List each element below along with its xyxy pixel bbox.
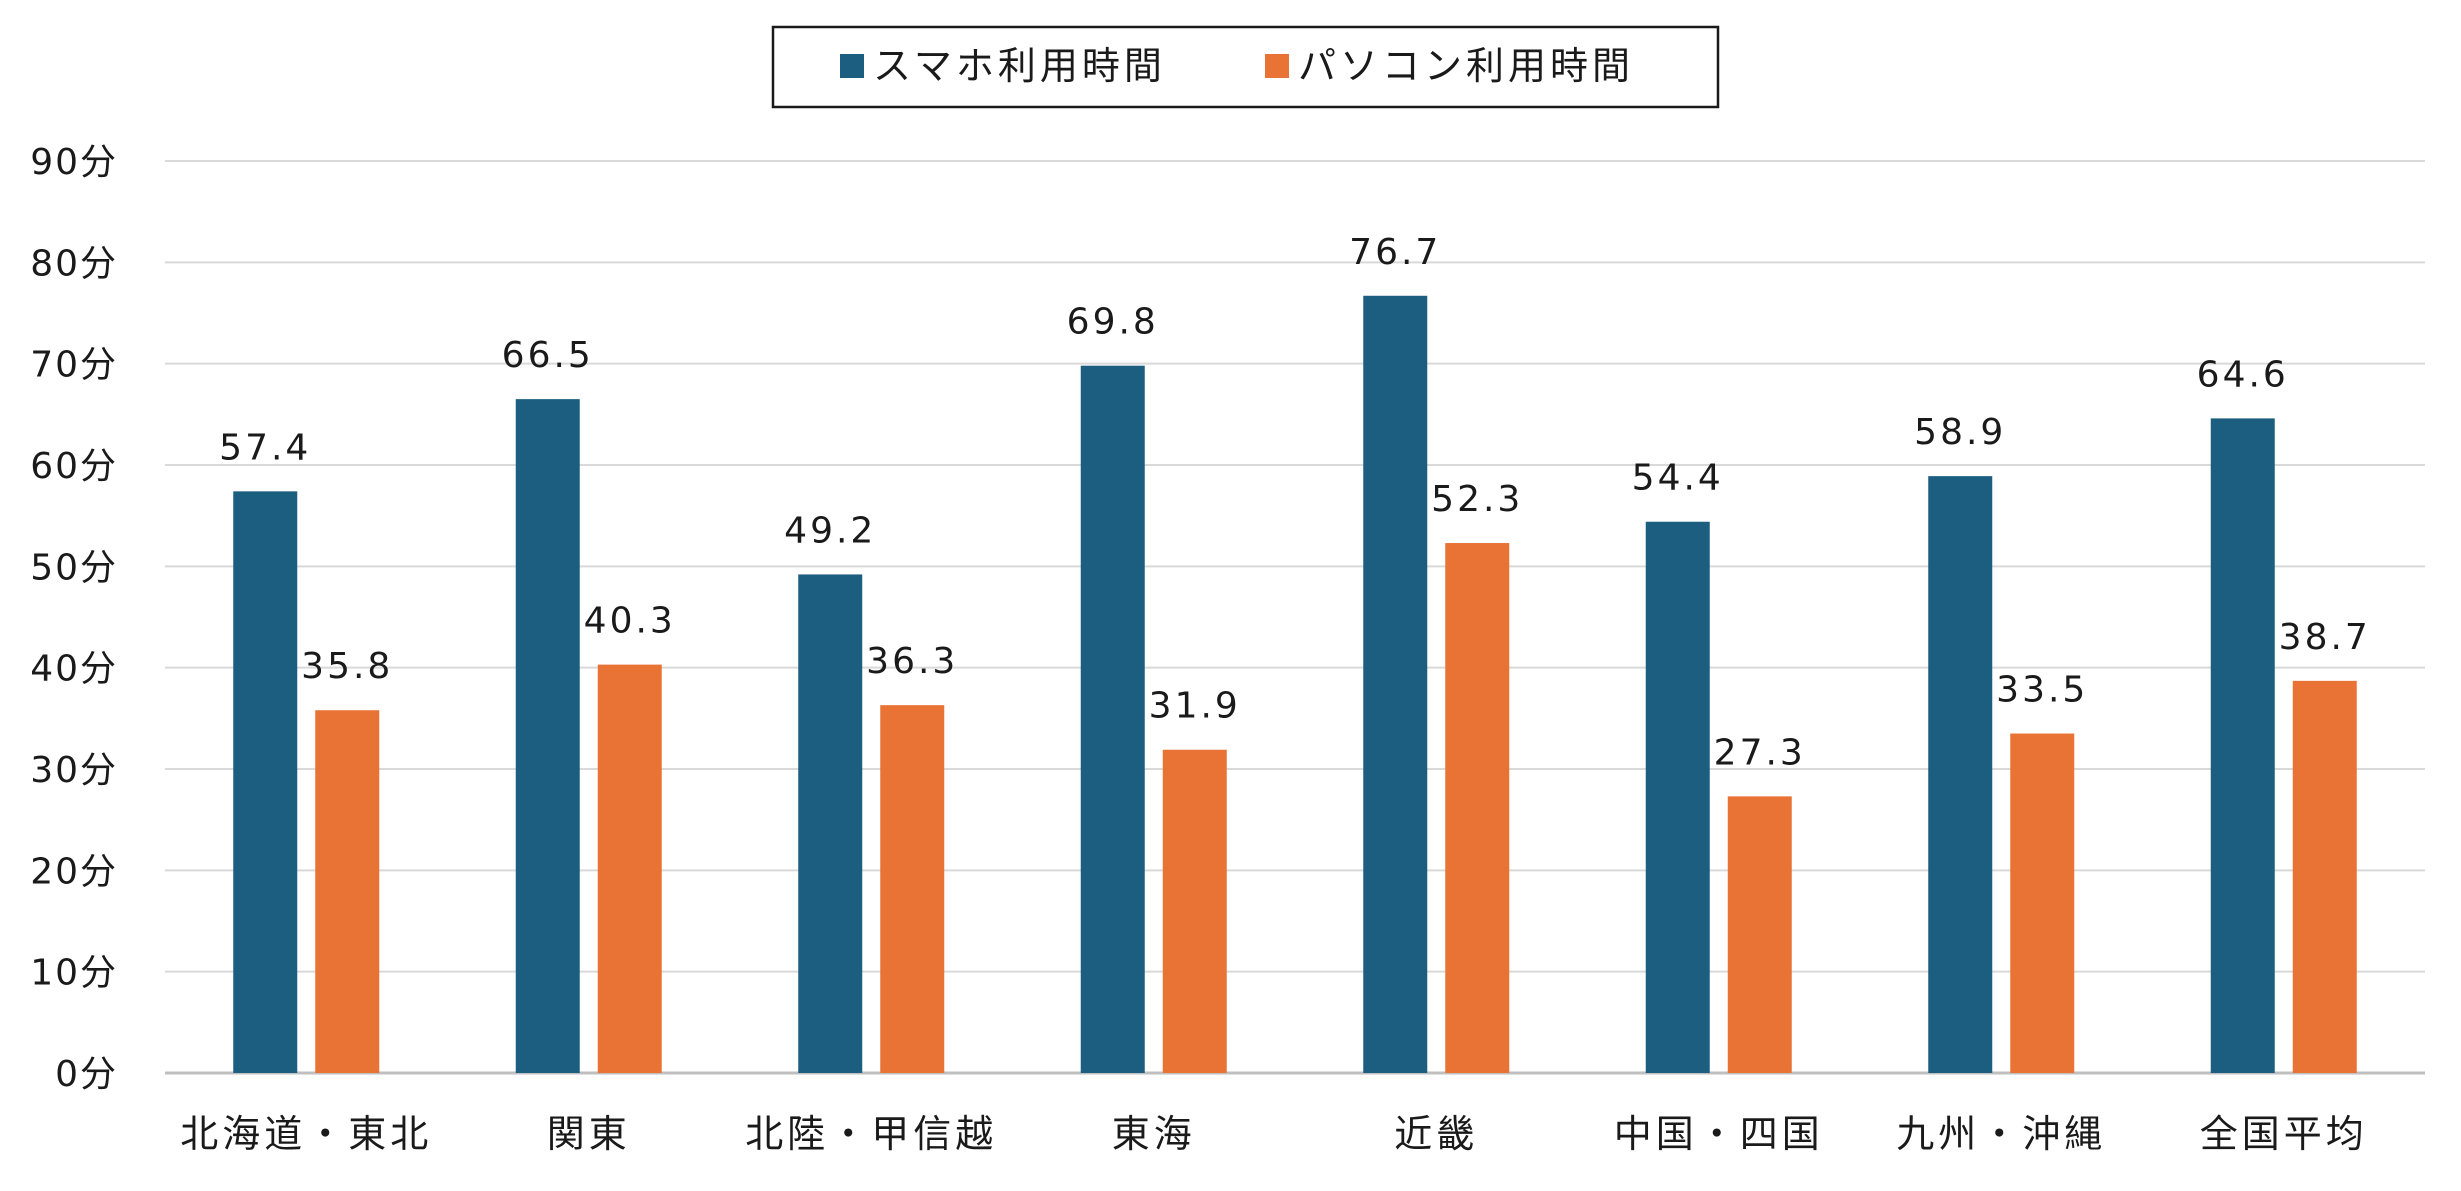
x-axis: 北海道・東北 関東 北陸・甲信越 東海 近畿 中国・四国 九州・沖縄 全国平均 — [180, 1112, 2368, 1156]
bar-pc — [1727, 796, 1792, 1073]
gridlines — [165, 160, 2425, 1075]
bar-pc — [880, 705, 945, 1073]
data-label: 54.4 — [1632, 458, 1724, 499]
data-label: 49.2 — [784, 510, 876, 551]
x-category-label: 近畿 — [1394, 1112, 1478, 1156]
bar-smartphone — [1645, 521, 1710, 1073]
data-label: 33.5 — [1996, 670, 2088, 711]
bar-smartphone — [515, 399, 580, 1074]
data-label: 52.3 — [1431, 479, 1523, 520]
legend-label: パソコン利用時間 — [1298, 44, 1634, 88]
data-label: 35.8 — [301, 646, 393, 687]
bar-smartphone — [798, 574, 863, 1073]
y-tick-label: 20分 — [30, 851, 118, 892]
data-label: 66.5 — [502, 335, 594, 376]
data-label: 76.7 — [1349, 232, 1441, 273]
legend-box — [771, 25, 1720, 109]
y-tick-label: 10分 — [30, 953, 118, 994]
legend-swatch — [1265, 54, 1289, 78]
x-category-label: 関東 — [547, 1112, 631, 1156]
bar-smartphone — [1363, 295, 1428, 1074]
bar-smartphone — [2210, 418, 2275, 1073]
y-tick-label: 70分 — [30, 345, 118, 386]
bar-pc — [315, 710, 380, 1073]
data-label: 40.3 — [584, 601, 676, 642]
x-category-label: 北海道・東北 — [180, 1112, 432, 1156]
data-label: 38.7 — [2279, 617, 2371, 658]
legend-label: スマホ利用時間 — [873, 44, 1166, 88]
y-tick-label: 60分 — [30, 446, 118, 487]
legend-swatch — [840, 54, 864, 78]
data-label: 58.9 — [1914, 412, 2006, 453]
data-label: 64.6 — [2197, 354, 2289, 395]
bar-smartphone — [233, 491, 298, 1073]
y-tick-label: 90分 — [30, 142, 118, 183]
bar-pc — [1162, 749, 1227, 1073]
y-tick-label: 50分 — [30, 547, 118, 588]
x-category-label: 北陸・甲信越 — [745, 1112, 997, 1156]
x-category-label: 東海 — [1112, 1112, 1196, 1156]
y-tick-label: 40分 — [30, 649, 118, 690]
bar-pc — [2010, 733, 2075, 1073]
data-label: 57.4 — [219, 427, 311, 468]
legend: スマホ利用時間 パソコン利用時間 — [771, 25, 1720, 109]
data-label: 36.3 — [866, 641, 958, 682]
x-category-label: 全国平均 — [2200, 1112, 2368, 1156]
bar-pc — [2292, 680, 2357, 1073]
data-label: 31.9 — [1149, 686, 1241, 727]
bar-pc — [1445, 543, 1510, 1073]
bars — [233, 295, 2357, 1074]
x-category-label: 九州・沖縄 — [1896, 1112, 2106, 1156]
bar-smartphone — [1928, 476, 1993, 1073]
bar-pc — [597, 664, 662, 1073]
y-tick-label: 0分 — [55, 1054, 118, 1095]
x-category-label: 中国・四国 — [1614, 1112, 1824, 1156]
data-labels: 57.4 35.8 66.5 40.3 49.2 36.3 69.8 31.9 76.7 52.3… — [219, 232, 2371, 774]
y-tick-label: 30分 — [30, 750, 118, 791]
bar-smartphone — [1080, 365, 1145, 1073]
data-label: 69.8 — [1067, 302, 1159, 343]
y-axis-tick-labels: 0分 10分 20分 30分 40分 50分 60分 70分 80分 90分 — [30, 142, 118, 1095]
data-label: 27.3 — [1714, 732, 1806, 773]
y-tick-label: 80分 — [30, 243, 118, 284]
